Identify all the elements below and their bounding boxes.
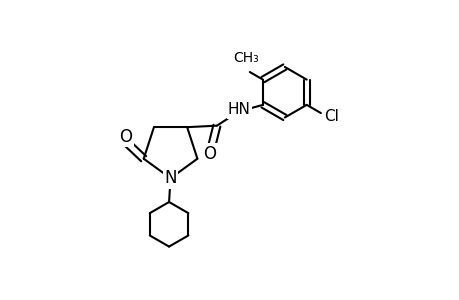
Text: CH₃: CH₃	[233, 52, 258, 65]
Text: N: N	[164, 169, 176, 187]
Text: O: O	[119, 128, 132, 146]
Text: Cl: Cl	[323, 109, 338, 124]
Text: HN: HN	[227, 102, 250, 117]
Text: O: O	[203, 145, 216, 163]
